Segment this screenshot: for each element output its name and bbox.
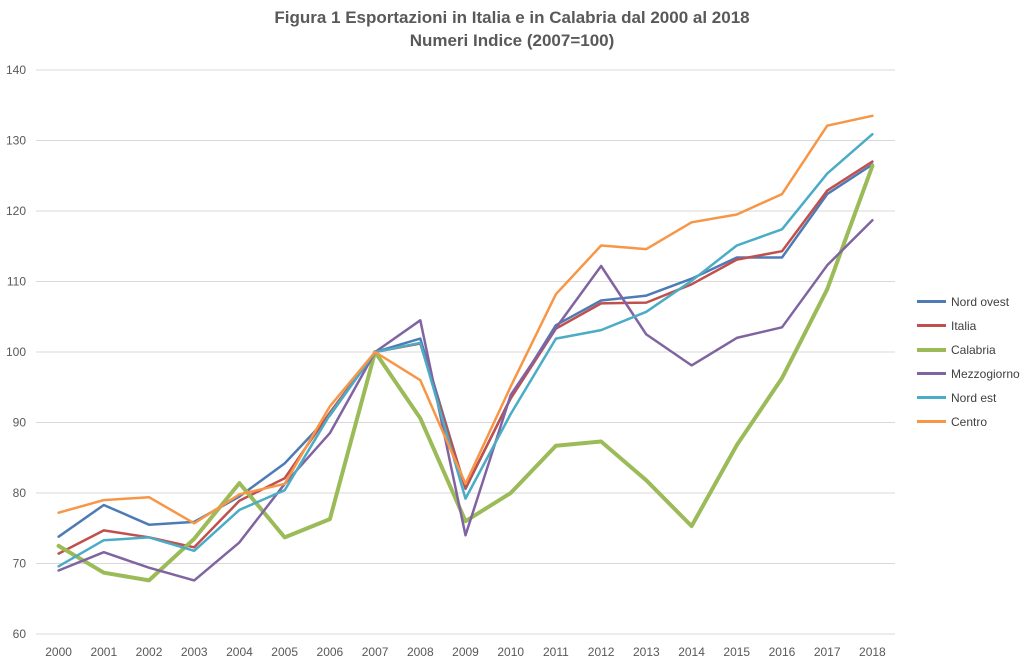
x-tick-label: 2001 bbox=[90, 645, 117, 659]
series-line-mezzogiorno bbox=[57, 218, 874, 582]
x-tick-label: 2014 bbox=[678, 645, 705, 659]
x-tick-label: 2015 bbox=[723, 645, 750, 659]
y-tick-label: 130 bbox=[6, 134, 26, 148]
y-tick-label: 90 bbox=[13, 416, 27, 430]
series-line-nord-est bbox=[57, 132, 874, 568]
legend-swatch bbox=[917, 324, 946, 328]
legend-label: Nord ovest bbox=[951, 295, 1010, 309]
series-line-calabria bbox=[56, 163, 875, 583]
x-tick-label: 2011 bbox=[543, 645, 569, 659]
legend-item-nord-ovest: Nord ovest bbox=[917, 290, 1020, 314]
y-tick-label: 110 bbox=[7, 275, 26, 289]
x-tick-label: 2002 bbox=[136, 645, 163, 659]
x-tick-label: 2010 bbox=[497, 645, 524, 659]
x-tick-label: 2007 bbox=[362, 645, 389, 659]
chart-legend: Nord ovest Italia Calabria Mezzogiorno Nord … bbox=[917, 290, 1020, 434]
x-tick-label: 2018 bbox=[859, 645, 886, 659]
series-line-italia bbox=[57, 160, 874, 555]
legend-label: Nord est bbox=[951, 391, 997, 405]
legend-item-centro: Centro bbox=[917, 410, 1020, 434]
legend-swatch bbox=[917, 396, 946, 400]
legend-label: Centro bbox=[951, 415, 988, 429]
x-tick-label: 2000 bbox=[45, 645, 72, 659]
legend-label: Mezzogiorno bbox=[951, 367, 1020, 381]
x-tick-label: 2003 bbox=[181, 645, 208, 659]
chart-title-block: Figura 1 Esportazioni in Italia e in Cal… bbox=[0, 6, 1024, 52]
y-tick-label: 120 bbox=[6, 204, 26, 218]
y-tick-label: 70 bbox=[13, 557, 27, 571]
x-tick-label: 2006 bbox=[317, 645, 344, 659]
x-tick-label: 2008 bbox=[407, 645, 434, 659]
chart-subtitle: Numeri Indice (2007=100) bbox=[409, 31, 615, 50]
legend-item-nord-est: Nord est bbox=[917, 386, 1020, 410]
legend-label: Calabria bbox=[951, 343, 996, 357]
legend-swatch bbox=[917, 347, 946, 352]
x-tick-label: 2005 bbox=[271, 645, 298, 659]
x-tick-label: 2004 bbox=[226, 645, 253, 659]
legend-item-mezzogiorno: Mezzogiorno bbox=[917, 362, 1020, 386]
x-tick-label: 2012 bbox=[588, 645, 615, 659]
legend-item-italia: Italia bbox=[917, 314, 1020, 338]
legend-swatch bbox=[917, 372, 946, 376]
y-tick-label: 80 bbox=[13, 486, 27, 500]
chart-title: Figura 1 Esportazioni in Italia e in Cal… bbox=[274, 8, 750, 27]
series-line-centro bbox=[57, 114, 874, 525]
x-tick-label: 2013 bbox=[633, 645, 660, 659]
x-tick-label: 2016 bbox=[769, 645, 796, 659]
legend-swatch bbox=[917, 300, 946, 304]
legend-label: Italia bbox=[951, 319, 977, 333]
x-tick-label: 2017 bbox=[814, 645, 841, 659]
y-tick-label: 100 bbox=[6, 345, 26, 359]
x-tick-label: 2009 bbox=[452, 645, 479, 659]
y-tick-label: 60 bbox=[13, 627, 27, 641]
y-tick-label: 140 bbox=[6, 63, 26, 77]
legend-swatch bbox=[917, 420, 946, 424]
legend-item-calabria: Calabria bbox=[917, 338, 1020, 362]
